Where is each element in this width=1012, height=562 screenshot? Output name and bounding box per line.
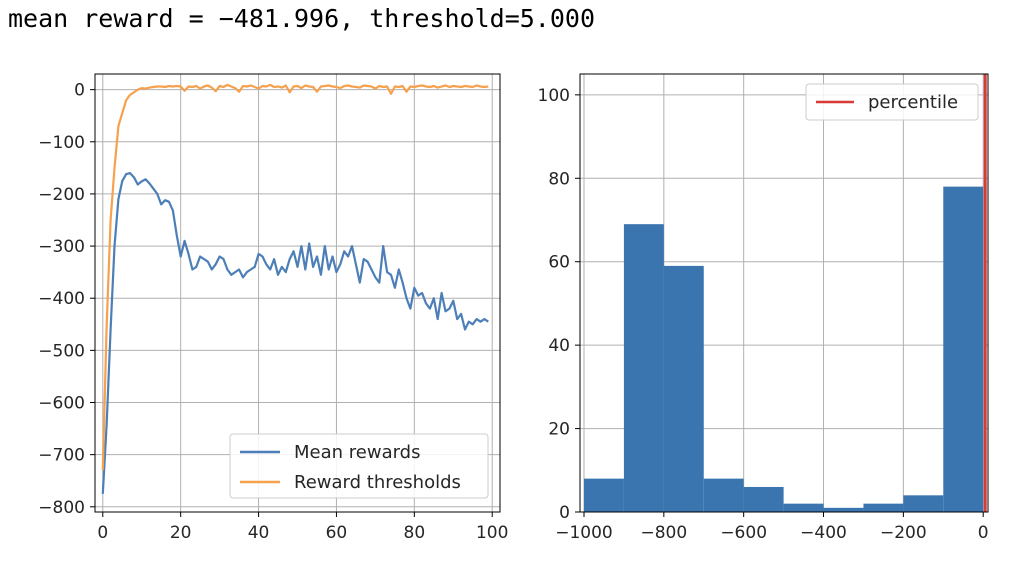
- legend-label: percentile: [868, 92, 958, 113]
- legend-box: [229, 433, 489, 499]
- legend-label: Reward thresholds: [294, 472, 461, 493]
- x-tick-label: 100: [476, 523, 508, 543]
- y-tick-label: −300: [38, 237, 85, 257]
- y-tick-label: −400: [38, 289, 85, 309]
- histogram-bar: [783, 503, 824, 512]
- histogram-bar: [583, 478, 624, 512]
- mean-rewards-line: [101, 172, 489, 494]
- x-tick-label: 20: [170, 523, 192, 543]
- line-chart-series: [101, 83, 489, 494]
- y-tick-label: 60: [548, 253, 570, 273]
- histogram-bar: [943, 186, 984, 512]
- y-tick-label: 100: [538, 86, 570, 106]
- histogram-legend: percentile: [805, 83, 979, 121]
- y-tick-label: −600: [38, 394, 85, 414]
- histogram-bar: [823, 507, 864, 512]
- x-tick-label: 0: [97, 523, 108, 543]
- stats-header: mean reward = −481.996, threshold=5.000: [8, 4, 595, 33]
- y-tick-label: −100: [38, 133, 85, 153]
- line-chart-ticks: 0 20 40 60 80 100 0 −100 −200 −300 −400 −500 −600 −70…: [38, 81, 508, 543]
- x-tick-label: −800: [640, 523, 687, 543]
- x-tick-label: 0: [978, 523, 989, 543]
- legend-box: [805, 83, 979, 121]
- x-tick-label: −1000: [555, 523, 613, 543]
- histogram-bar: [663, 265, 704, 512]
- y-tick-label: −200: [38, 185, 85, 205]
- y-tick-label: −800: [38, 498, 85, 518]
- x-tick-label: −600: [720, 523, 767, 543]
- line-chart-frame: [94, 73, 501, 513]
- y-tick-label: 0: [74, 81, 85, 101]
- histogram-ticks: −1000 −800 −600 −400 −200 0 0 20 40 60 80 100: [538, 86, 989, 543]
- x-tick-label: −400: [800, 523, 847, 543]
- x-tick-label: 40: [248, 523, 270, 543]
- histogram-bar: [703, 478, 744, 512]
- y-tick-label: 80: [548, 169, 570, 189]
- x-tick-label: −200: [880, 523, 927, 543]
- legend-label: Mean rewards: [294, 442, 420, 463]
- histogram-bar: [623, 224, 664, 512]
- histogram-bar: [743, 486, 784, 512]
- y-tick-label: 20: [548, 420, 570, 440]
- x-tick-label: 80: [404, 523, 426, 543]
- line-chart-legend: Mean rewards Reward thresholds: [229, 433, 489, 499]
- y-tick-label: −700: [38, 446, 85, 466]
- y-tick-label: −500: [38, 341, 85, 361]
- histogram-bar: [863, 503, 904, 512]
- x-tick-label: 60: [326, 523, 348, 543]
- histogram-bars: [583, 74, 987, 512]
- histogram-bar: [903, 495, 944, 512]
- y-tick-label: 40: [548, 336, 570, 356]
- histogram-frame: [579, 73, 989, 513]
- reward-thresholds-line: [101, 83, 489, 471]
- y-tick-label: 0: [559, 503, 570, 523]
